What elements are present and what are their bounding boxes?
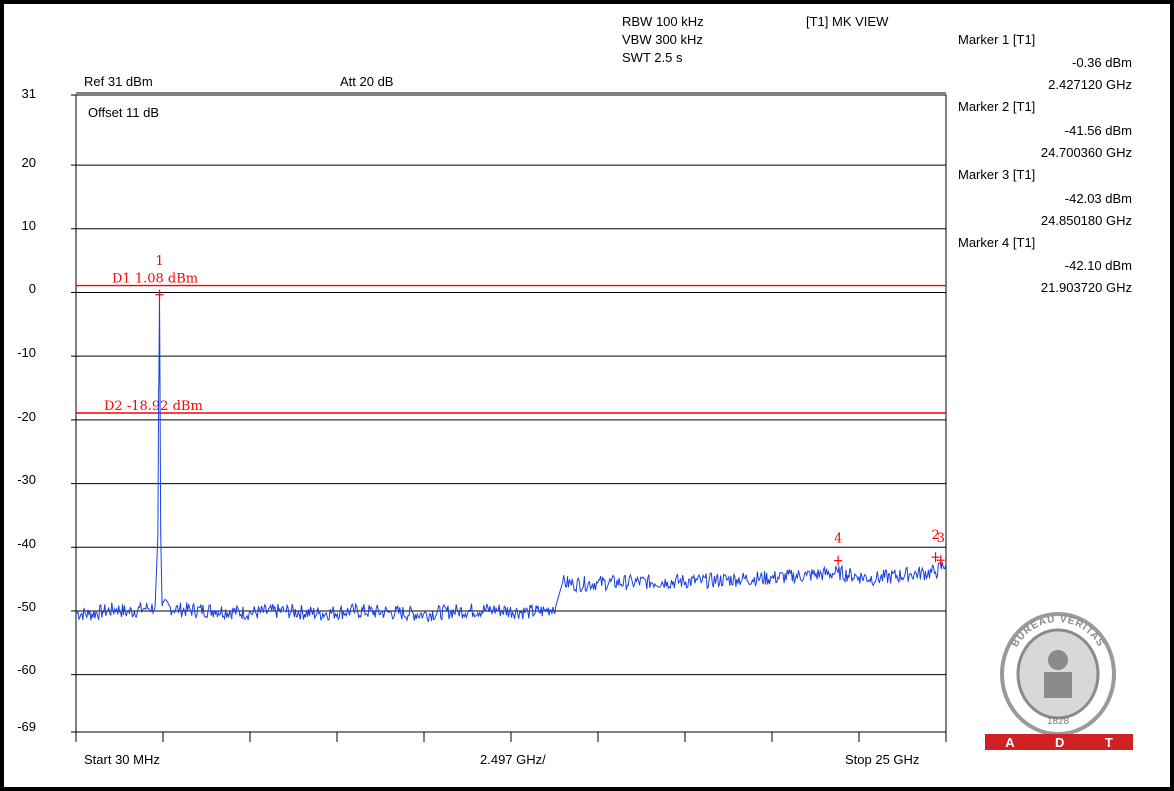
rbw-label: RBW 100 kHz <box>622 14 704 29</box>
markers: 1 23 4 <box>155 254 945 566</box>
ytick-label: 20 <box>21 155 36 170</box>
trace <box>75 294 947 623</box>
ytick-label: -30 <box>17 472 36 487</box>
ytick-label: -69 <box>17 719 36 734</box>
trace-line <box>75 294 947 623</box>
marker-4-title: Marker 4 [T1] <box>958 235 1036 250</box>
ytick-label: -50 <box>17 599 36 614</box>
limit-line-label: D2 -18.92 dBm <box>104 399 203 414</box>
ref-level-label: Ref 31 dBm <box>84 74 153 89</box>
marker-label: 1 <box>156 254 164 269</box>
ytick-label: 0 <box>28 281 36 296</box>
ytick-label: -60 <box>17 662 36 677</box>
ytick-label: -10 <box>17 345 36 360</box>
bureau-veritas-logo: BUREAU VERITAS 1828 <box>1000 612 1116 736</box>
span-per-division: 2.497 GHz/ <box>480 752 546 767</box>
marker-2-level: -41.56 dBm <box>1064 123 1132 138</box>
marker-label: 2 <box>932 528 940 543</box>
marker-1-freq: 2.427120 GHz <box>1048 77 1132 92</box>
adt-letter: D <box>1055 734 1065 750</box>
ytick-label: -40 <box>17 536 36 551</box>
marker-3-freq: 24.850180 GHz <box>1040 213 1132 228</box>
marker-2-title: Marker 2 [T1] <box>958 99 1036 114</box>
start-frequency: Start 30 MHz <box>84 752 160 767</box>
marker-2-freq: 24.700360 GHz <box>1040 145 1132 160</box>
limit-line-label: D1 1.08 dBm <box>112 272 198 287</box>
swt-label: SWT 2.5 s <box>622 50 683 65</box>
ytick-label: 10 <box>21 218 36 233</box>
limit-lines: D1 1.08 dBm D2 -18.92 dBm <box>76 272 946 414</box>
marker-4-freq: 21.903720 GHz <box>1040 280 1132 295</box>
view-label: [T1] MK VIEW <box>806 14 889 29</box>
vbw-label: VBW 300 kHz <box>622 32 703 47</box>
marker-3-level: -42.03 dBm <box>1064 191 1132 206</box>
marker-1-title: Marker 1 [T1] <box>958 32 1036 47</box>
grid <box>71 92 947 742</box>
marker-4-level: -42.10 dBm <box>1064 258 1132 273</box>
offset-label: Offset 11 dB <box>88 105 160 120</box>
adt-letter: A <box>1005 734 1015 750</box>
marker-3-title: Marker 3 [T1] <box>958 167 1036 182</box>
attenuation-label: Att 20 dB <box>340 74 394 89</box>
ytick-label: 31 <box>21 86 36 101</box>
svg-text:1828: 1828 <box>1047 716 1070 727</box>
marker-1-level: -0.36 dBm <box>1072 55 1132 70</box>
adt-banner: A D T <box>985 734 1133 750</box>
ytick-label: -20 <box>17 409 36 424</box>
marker-label: 3 <box>937 531 945 546</box>
stop-frequency: Stop 25 GHz <box>845 752 920 767</box>
adt-letter: T <box>1104 734 1113 750</box>
marker-label: 4 <box>834 532 842 547</box>
